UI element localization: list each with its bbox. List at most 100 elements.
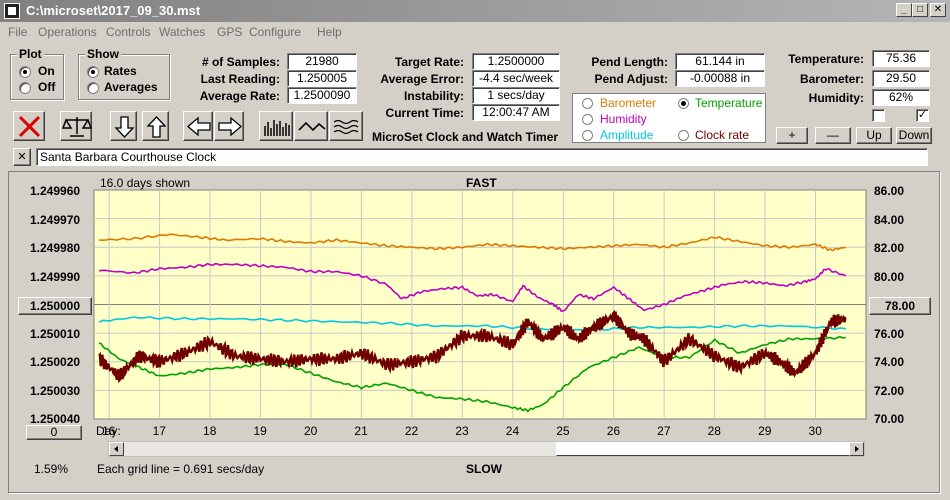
show-averages-label: Averages <box>104 80 158 94</box>
down-arrow-button[interactable] <box>110 111 137 141</box>
minimize-button[interactable]: _ <box>896 3 912 17</box>
average-error-label: Average Error: <box>380 72 464 86</box>
series-line-clock-rate <box>98 309 847 384</box>
pend-adjust-value: -0.00088 in <box>675 70 765 87</box>
x-tick-label: 22 <box>404 424 419 438</box>
up-arrow-button[interactable] <box>142 111 169 141</box>
humidity-value: 62% <box>872 89 930 106</box>
app-icon[interactable] <box>4 3 20 19</box>
x-tick-label: 25 <box>556 424 570 438</box>
plot-options-panel: Barometer Temperature Humidity Amplitude… <box>572 93 766 143</box>
right-tick: 84.00 <box>874 213 905 227</box>
left-tick: 1.249990 <box>30 270 81 284</box>
menu-help[interactable]: Help <box>317 25 342 39</box>
left-arrow-button[interactable] <box>183 111 213 141</box>
up-button[interactable]: Up <box>856 127 892 144</box>
plot-group: Plot On Off <box>10 47 64 100</box>
instability-value: 1 secs/day <box>472 87 560 104</box>
bar-view-button[interactable] <box>259 111 293 141</box>
last-reading-label: Last Reading: <box>200 72 280 86</box>
plot-off-radio[interactable] <box>19 82 31 94</box>
right-tick: 80.00 <box>874 270 905 284</box>
down-button[interactable]: Down <box>896 127 932 144</box>
x-tick-label: 17 <box>152 424 166 438</box>
clear-name-button[interactable]: ✕ <box>13 148 31 166</box>
maximize-button[interactable]: □ <box>912 3 928 17</box>
plot-off-label: Off <box>38 80 56 94</box>
clear-button[interactable] <box>13 111 45 141</box>
scroll-right-icon <box>855 446 859 452</box>
scroll-right-button[interactable] <box>849 442 864 456</box>
arrow-up-icon <box>146 116 167 138</box>
plus-button[interactable]: + <box>776 127 808 144</box>
minus-button[interactable]: — <box>815 127 851 144</box>
last-reading-value: 1.250005 <box>287 70 357 87</box>
humidity-label: Humidity: <box>808 91 864 105</box>
percent-value: 1.59% <box>34 462 69 476</box>
temperature-option-radio[interactable] <box>678 98 689 109</box>
x-tick-label: 26 <box>606 424 621 438</box>
menu-file[interactable]: File <box>8 25 28 39</box>
series-line-temperature <box>98 335 846 413</box>
left-center-value-button[interactable]: 1.250000 <box>18 297 92 315</box>
current-time-label: Current Time: <box>385 106 464 120</box>
show-averages-radio[interactable] <box>87 82 99 94</box>
scale-icon <box>61 117 93 137</box>
scroll-left-button[interactable] <box>109 442 124 456</box>
left-checkbox[interactable] <box>872 109 885 122</box>
scroll-thumb[interactable] <box>556 442 850 456</box>
x-tick-label: 21 <box>354 424 368 438</box>
day-axis-label: Day: <box>96 424 121 438</box>
balance-button[interactable] <box>60 111 93 141</box>
clock-name-input[interactable]: Santa Barbara Courthouse Clock <box>36 148 928 166</box>
right-tick: 82.00 <box>874 241 905 255</box>
x-tick-label: 16 <box>102 424 116 438</box>
right-tick: 86.00 <box>874 184 905 198</box>
right-arrow-button[interactable] <box>214 111 244 141</box>
humidity-option-radio[interactable] <box>582 114 593 125</box>
left-tick: 1.250020 <box>30 355 81 369</box>
show-group-label: Show <box>85 47 121 61</box>
x-tick-label: 19 <box>253 424 267 438</box>
menu-controls[interactable]: Controls <box>106 25 151 39</box>
clock-rate-option-radio[interactable] <box>678 130 689 141</box>
left-tick: 1.250040 <box>30 412 81 426</box>
barometer-label: Barometer: <box>799 72 864 86</box>
humidity-option-label: Humidity <box>600 112 647 126</box>
zero-button[interactable]: 0 <box>26 425 82 440</box>
show-rates-radio[interactable] <box>87 66 99 78</box>
close-window-button[interactable]: ✕ <box>930 3 946 17</box>
barometer-option-radio[interactable] <box>582 98 593 109</box>
menu-bar: File Operations Controls Watches GPS Con… <box>0 22 950 42</box>
right-checkbox[interactable]: ✓ <box>916 109 929 122</box>
slow-label: SLOW <box>466 462 502 476</box>
temperature-value: 75.36 <box>872 50 930 67</box>
line-view-button[interactable] <box>294 111 328 141</box>
title-bar: C:\microset\2017_09_30.mst _ □ ✕ <box>0 0 950 22</box>
menu-configure[interactable]: Configure <box>249 25 302 39</box>
menu-watches[interactable]: Watches <box>159 25 206 39</box>
menu-gps[interactable]: GPS <box>217 25 243 39</box>
samples-value: 21980 <box>287 53 357 70</box>
right-tick: 74.00 <box>874 355 905 369</box>
wave-view-button[interactable] <box>329 111 363 141</box>
x-tick-label: 27 <box>657 424 671 438</box>
right-center-value-button[interactable]: 78.00 <box>869 297 931 315</box>
show-group: Show Rates Averages <box>78 47 170 100</box>
barometer-value: 29.50 <box>872 70 930 87</box>
timeline-scrollbar[interactable] <box>108 441 865 457</box>
arrow-right-icon <box>218 116 243 137</box>
left-tick: 1.249970 <box>30 213 81 227</box>
x-tick-label: 18 <box>203 424 217 438</box>
left-tick: 1.249980 <box>30 241 81 255</box>
instability-label: Instability: <box>403 89 464 103</box>
amplitude-option-radio[interactable] <box>582 130 593 141</box>
clock-rate-option-label: Clock rate <box>695 128 750 142</box>
pend-adjust-label: Pend Adjust: <box>594 72 668 86</box>
right-tick: 70.00 <box>874 412 905 426</box>
menu-operations[interactable]: Operations <box>38 25 97 39</box>
plot-on-radio[interactable] <box>19 66 31 78</box>
left-tick: 1.250010 <box>30 327 81 341</box>
right-tick: 72.00 <box>874 384 905 398</box>
